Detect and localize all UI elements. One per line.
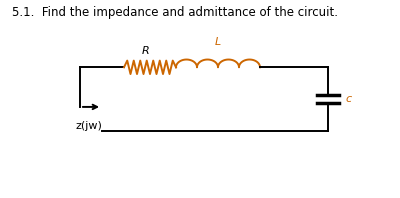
Text: L: L (215, 37, 221, 47)
Text: z(jw): z(jw) (76, 121, 103, 131)
Text: c: c (345, 94, 351, 104)
Text: R: R (142, 46, 150, 56)
Text: 5.1.  Find the impedance and admittance of the circuit.: 5.1. Find the impedance and admittance o… (12, 6, 338, 19)
